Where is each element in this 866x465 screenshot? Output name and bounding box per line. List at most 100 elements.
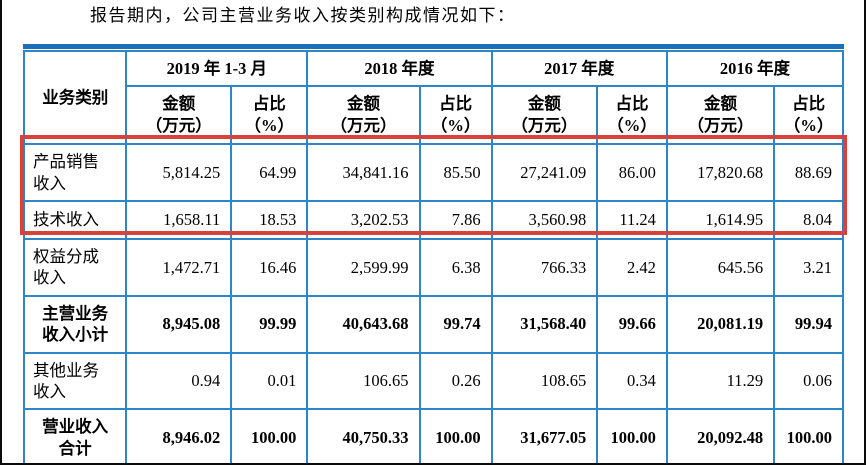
value-cell: 100.00 [773, 408, 844, 463]
value-cell: 8,946.02 [125, 408, 233, 463]
table-row: 其他业务收入 0.94 0.01 106.65 0.26 108.65 0.34 11.29 0… [22, 351, 844, 411]
value-cell: 0.26 [418, 351, 493, 411]
value-cell: 0.06 [773, 351, 844, 411]
value-cell: 85.50 [418, 143, 493, 203]
ratio-label: 占比 [615, 93, 649, 113]
table-row: 技术收入 1,658.11 18.53 3,202.53 7.86 3,560.98 11.… [22, 200, 844, 240]
value-cell: 5,814.25 [125, 143, 233, 203]
row-label-text: 技术收入 [33, 210, 99, 230]
value-cell: 88.69 [773, 143, 844, 203]
value-cell: 99.66 [596, 294, 668, 354]
value-cell: 64.99 [230, 143, 309, 203]
value-cell: 8.04 [773, 200, 844, 240]
col-header-period-2019: 2019 年 1-3 月 [125, 49, 309, 87]
row-label: 权益分成收入 [22, 237, 128, 297]
value-cell: 1,614.95 [665, 200, 776, 240]
revenue-table-wrap: 业务类别 2019 年 1-3 月 2018 年度 2017 年度 2016 年… [20, 43, 847, 463]
value-cell: 18.53 [230, 200, 309, 240]
table-row: 权益分成收入 1,472.71 16.46 2,599.99 6.38 766.33 2.4… [22, 237, 844, 297]
value-cell: 100.00 [230, 408, 309, 463]
ratio-unit: （%） [783, 116, 834, 136]
amount-label: 金额 [527, 93, 561, 113]
row-label-text: 权益分成收入 [33, 246, 99, 288]
col-header-amount-2017: 金额 （万元） [490, 84, 599, 146]
amount-unit: （万元） [330, 116, 397, 136]
value-cell: 34,841.16 [306, 143, 421, 203]
table-row: 产品销售收入 5,814.25 64.99 34,841.16 85.50 27,241.… [22, 143, 844, 203]
value-cell: 31,568.40 [490, 294, 599, 354]
ratio-label: 占比 [252, 93, 286, 113]
col-header-category: 业务类别 [22, 49, 128, 146]
amount-label: 金额 [162, 93, 196, 113]
col-header-period-2017: 2017 年度 [490, 49, 668, 87]
col-header-period-2016: 2016 年度 [665, 49, 845, 87]
value-cell: 3,202.53 [306, 200, 421, 240]
value-cell: 3,560.98 [490, 200, 599, 240]
value-cell: 27,241.09 [490, 143, 599, 203]
ratio-label: 占比 [792, 93, 826, 113]
row-label: 主营业务收入小计 [22, 294, 128, 354]
value-cell: 31,677.05 [490, 408, 599, 463]
amount-unit: （万元） [145, 116, 212, 136]
intro-text: 报告期内，公司主营业务收入按类别构成情况如下： [90, 6, 516, 25]
value-cell: 1,472.71 [125, 237, 233, 297]
col-header-ratio-2017: 占比 （%） [596, 84, 668, 146]
ratio-unit: （%） [244, 116, 295, 136]
col-header-period-2018: 2018 年度 [306, 49, 493, 87]
col-header-ratio-2018: 占比 （%） [418, 84, 493, 146]
table-header: 业务类别 2019 年 1-3 月 2018 年度 2017 年度 2016 年… [22, 49, 845, 146]
row-label-text: 营业收入合计 [42, 417, 109, 458]
col-header-ratio-2016: 占比 （%） [773, 84, 844, 146]
col-header-amount-2018: 金额 （万元） [306, 84, 421, 146]
value-cell: 0.01 [230, 351, 309, 411]
value-cell: 100.00 [596, 408, 668, 463]
value-cell: 1,658.11 [125, 200, 233, 240]
value-cell: 108.65 [490, 351, 599, 411]
revenue-by-category-table: 业务类别 2019 年 1-3 月 2018 年度 2017 年度 2016 年… [22, 49, 845, 463]
value-cell: 6.38 [418, 237, 493, 297]
value-cell: 11.24 [596, 200, 668, 240]
table-row: 主营业务收入小计 8,945.08 99.99 40,643.68 99.74 31,56… [22, 294, 844, 354]
value-cell: 86.00 [596, 143, 668, 203]
value-cell: 16.46 [230, 237, 309, 297]
value-cell: 99.99 [230, 294, 309, 354]
row-label-text: 产品销售收入 [33, 152, 99, 193]
amount-label: 金额 [704, 93, 737, 113]
value-cell: 17,820.68 [665, 143, 776, 203]
row-label-text: 主营业务收入小计 [42, 303, 109, 345]
header-row-periods: 业务类别 2019 年 1-3 月 2018 年度 2017 年度 2016 年… [22, 49, 845, 146]
value-cell: 20,081.19 [665, 294, 776, 354]
table-row: 营业收入合计 8,946.02 100.00 40,750.33 100.00 31,67… [22, 408, 844, 463]
table-top-rule [23, 43, 844, 49]
ratio-unit: （%） [430, 116, 481, 136]
header-row-measures: 金额 （万元） 占比 （%） 金额 （万元） 占比 （%） [24, 84, 844, 146]
value-cell: 0.94 [125, 351, 233, 411]
col-header-ratio-2019: 占比 （%） [230, 84, 309, 146]
value-cell: 100.00 [418, 408, 493, 463]
value-cell: 106.65 [306, 351, 421, 411]
value-cell: 11.29 [665, 351, 776, 411]
ratio-label: 占比 [439, 93, 473, 113]
value-cell: 645.56 [665, 237, 776, 297]
value-cell: 40,750.33 [306, 408, 421, 463]
value-cell: 7.86 [418, 200, 493, 240]
col-header-amount-2016: 金额 （万元） [665, 84, 776, 146]
value-cell: 8,945.08 [125, 294, 233, 354]
row-label: 产品销售收入 [22, 143, 128, 203]
amount-label: 金额 [346, 93, 380, 113]
row-label: 技术收入 [22, 200, 128, 240]
value-cell: 99.74 [418, 294, 493, 354]
row-label-text: 其他业务收入 [33, 360, 99, 401]
value-cell: 99.94 [773, 294, 844, 354]
value-cell: 20,092.48 [665, 408, 776, 463]
ratio-unit: （%） [607, 116, 657, 136]
col-header-amount-2019: 金额 （万元） [125, 84, 233, 146]
value-cell: 0.34 [596, 351, 668, 411]
value-cell: 40,643.68 [306, 294, 421, 354]
table-body: 产品销售收入 5,814.25 64.99 34,841.16 85.50 27,241.… [22, 143, 844, 463]
value-cell: 766.33 [490, 237, 599, 297]
amount-unit: （万元） [687, 116, 754, 136]
amount-unit: （万元） [511, 116, 578, 136]
row-label: 其他业务收入 [22, 351, 128, 411]
